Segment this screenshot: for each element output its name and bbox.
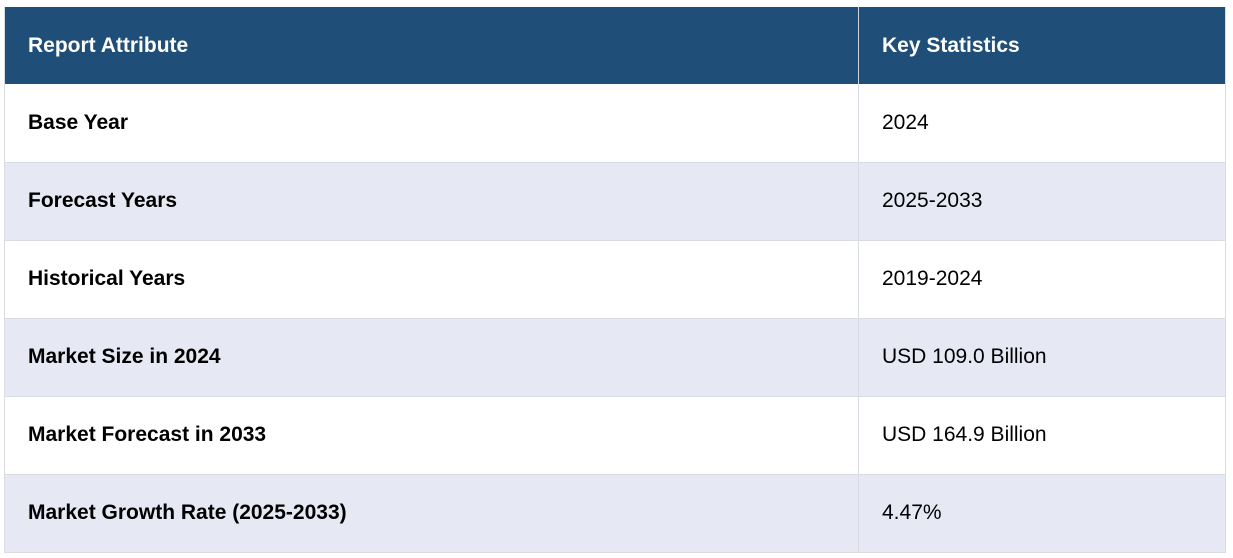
row-attribute: Historical Years [4, 240, 859, 319]
row-value: USD 109.0 Billion [858, 318, 1226, 397]
column-header-key-statistics: Key Statistics [858, 7, 1226, 84]
table-row: Forecast Years 2025-2033 [4, 162, 1226, 241]
table-body: Base Year 2024 Forecast Years 2025-2033 … [4, 84, 1226, 553]
header-row: Report Attribute Key Statistics [4, 7, 1226, 84]
row-value: 2025-2033 [858, 162, 1226, 241]
table-row: Market Growth Rate (2025-2033) 4.47% [4, 474, 1226, 553]
row-attribute: Base Year [4, 84, 859, 163]
table-row: Market Size in 2024 USD 109.0 Billion [4, 318, 1226, 397]
table-row: Base Year 2024 [4, 84, 1226, 163]
row-value: 2019-2024 [858, 240, 1226, 319]
row-value: 4.47% [858, 474, 1226, 553]
row-value: USD 164.9 Billion [858, 396, 1226, 475]
row-attribute: Market Growth Rate (2025-2033) [4, 474, 859, 553]
row-attribute: Market Size in 2024 [4, 318, 859, 397]
table-row: Market Forecast in 2033 USD 164.9 Billio… [4, 396, 1226, 475]
row-attribute: Forecast Years [4, 162, 859, 241]
table-row: Historical Years 2019-2024 [4, 240, 1226, 319]
row-attribute: Market Forecast in 2033 [4, 396, 859, 475]
report-stats-table-container: Report Attribute Key Statistics Base Yea… [4, 7, 1226, 553]
column-header-report-attribute: Report Attribute [4, 7, 859, 84]
report-stats-table: Report Attribute Key Statistics Base Yea… [4, 7, 1226, 553]
row-value: 2024 [858, 84, 1226, 163]
table-header: Report Attribute Key Statistics [4, 7, 1226, 84]
